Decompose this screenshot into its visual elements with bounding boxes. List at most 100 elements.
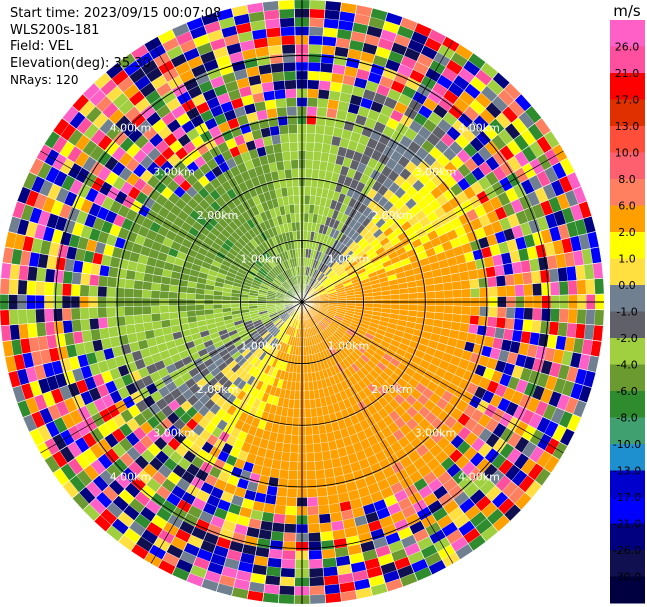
range-gate	[293, 399, 300, 409]
range-gate	[360, 339, 371, 348]
range-gate	[245, 272, 255, 279]
range-gate	[453, 75, 470, 91]
range-gate	[123, 352, 135, 365]
range-gate	[98, 275, 108, 287]
range-gate	[336, 382, 344, 393]
range-gate	[250, 20, 266, 31]
range-gate	[129, 67, 146, 84]
range-gate	[231, 231, 241, 241]
ray-separator	[301, 301, 418, 582]
range-gate	[192, 168, 205, 181]
range-gate	[386, 117, 400, 130]
range-gate	[281, 214, 288, 224]
range-gate	[362, 42, 378, 55]
range-gate	[214, 237, 225, 247]
range-gate	[311, 416, 319, 426]
range-gate	[68, 234, 81, 248]
range-gate	[103, 244, 115, 257]
range-gate	[173, 376, 185, 388]
range-gate	[247, 590, 264, 602]
range-gate	[470, 373, 483, 386]
range-gate	[266, 27, 281, 38]
range-gate	[557, 267, 568, 282]
range-gate	[534, 468, 551, 486]
range-gate	[446, 59, 463, 75]
range-gate	[215, 276, 225, 284]
range-gate	[186, 463, 200, 477]
range-gate	[460, 314, 471, 324]
range-gate	[266, 108, 278, 119]
range-gate	[59, 203, 72, 219]
range-gate	[21, 383, 34, 400]
range-gate	[458, 358, 470, 370]
range-gate	[355, 114, 368, 126]
range-gate	[410, 204, 422, 216]
range-gate	[278, 243, 285, 253]
range-gate	[559, 309, 569, 323]
range-gate	[111, 161, 126, 176]
range-gate	[373, 303, 382, 309]
range-gate	[274, 89, 286, 100]
range-gate	[195, 288, 205, 295]
range-gate	[469, 239, 481, 252]
range-gate	[355, 478, 368, 490]
range-gate	[227, 234, 238, 245]
range-gate	[276, 320, 284, 328]
range-gate	[335, 37, 351, 49]
range-gate	[207, 561, 224, 575]
range-gate	[277, 321, 285, 329]
range-gate	[220, 491, 234, 503]
range-gate	[487, 508, 504, 525]
range-gate	[342, 436, 353, 447]
range-gate	[258, 351, 267, 361]
range-gate	[275, 304, 285, 307]
range-gate	[273, 143, 283, 154]
range-gate	[333, 317, 343, 324]
range-gate	[186, 573, 204, 587]
range-gate	[233, 339, 244, 348]
range-gate	[134, 97, 151, 113]
range-gate	[268, 325, 276, 333]
ray-separator	[301, 29, 433, 303]
range-gate	[400, 400, 412, 412]
range-gate	[170, 536, 187, 551]
range-gate	[146, 429, 160, 443]
range-gate	[340, 245, 349, 255]
range-gate	[483, 256, 495, 268]
range-gate	[46, 375, 59, 391]
range-gate	[154, 360, 166, 371]
range-gate	[349, 255, 359, 264]
range-gate	[86, 352, 98, 365]
range-gate	[241, 261, 251, 270]
range-gate	[331, 172, 340, 183]
range-gate	[196, 378, 208, 389]
range-gate	[309, 585, 325, 595]
range-gate	[323, 459, 333, 470]
range-gate	[397, 93, 412, 107]
range-gate	[368, 251, 378, 260]
range-gate	[281, 142, 290, 152]
range-gate	[371, 214, 382, 225]
ray-separator	[301, 262, 602, 303]
range-gate	[188, 367, 200, 378]
range-gate	[303, 364, 308, 373]
range-gate	[427, 500, 443, 514]
range-gate	[276, 433, 285, 443]
range-gate	[283, 315, 291, 323]
range-gate	[159, 244, 171, 255]
range-gate	[429, 444, 443, 458]
range-gate	[231, 350, 241, 360]
range-gate	[97, 307, 107, 318]
range-gate	[204, 182, 216, 194]
range-gate	[293, 240, 298, 249]
range-gate	[109, 224, 122, 237]
range-gate	[351, 258, 361, 267]
range-gate	[64, 397, 78, 413]
range-gate	[106, 286, 116, 297]
range-gate	[75, 134, 91, 151]
range-gate	[546, 255, 558, 270]
azimuth-gridline	[150, 40, 454, 564]
range-gate	[133, 314, 144, 324]
range-ring-label: 1.00km	[240, 340, 282, 353]
range-gate	[367, 210, 377, 221]
